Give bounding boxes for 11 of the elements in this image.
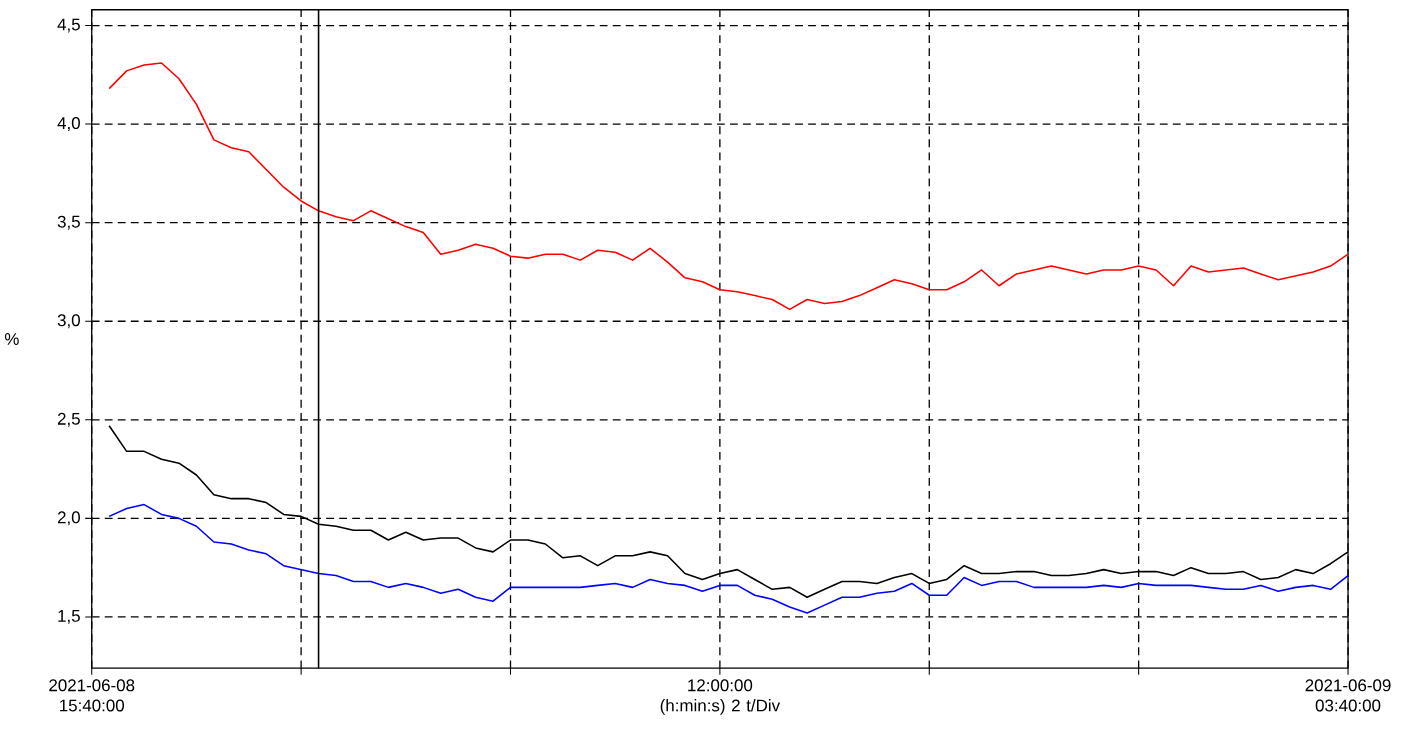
y-axis-title: % [4, 333, 19, 346]
x-tick-label: 12:00:00 (h:min:s) 2 t/Div [660, 679, 781, 716]
x-tick-label: 2021-06-08 15:40:00 [49, 679, 135, 712]
y-tick-label: 4,5 [57, 18, 80, 33]
y-tick-label: 4,0 [57, 117, 80, 132]
y-tick-label: 2,0 [57, 511, 80, 526]
y-tick-label: 2,5 [57, 413, 80, 428]
y-tick-label: 1,5 [58, 610, 80, 625]
y-tick-label: 3,5 [57, 215, 80, 230]
y-tick-label: 3,0 [57, 314, 80, 329]
x-tick-label: 2021-06-09 03:40:00 [1305, 679, 1391, 712]
